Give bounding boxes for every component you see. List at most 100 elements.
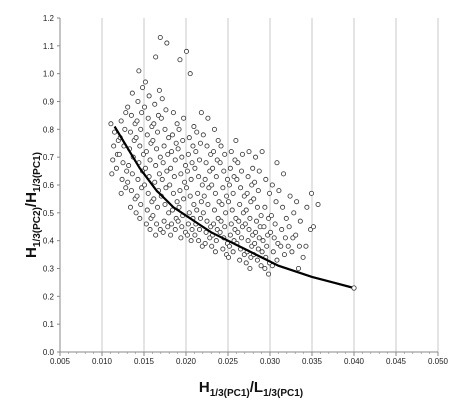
scatter-point — [202, 176, 208, 182]
scatter-point — [139, 110, 145, 116]
scatter-point — [197, 140, 203, 146]
scatter-point — [128, 188, 134, 194]
scatter-point — [290, 235, 296, 241]
scatter-point — [133, 210, 139, 216]
scatter-point — [153, 163, 159, 169]
scatter-point — [209, 182, 215, 188]
x-tick-label: 0.050 — [428, 357, 449, 366]
scatter-point — [239, 151, 245, 157]
scatter-point — [214, 227, 220, 233]
y-tick-label: 0.1 — [43, 320, 55, 329]
scatter-point — [256, 168, 262, 174]
scatter-point — [242, 221, 248, 227]
scatter-point — [206, 185, 212, 191]
scatter-point — [157, 227, 163, 233]
scatter-point — [226, 199, 232, 205]
scatter-point — [243, 207, 249, 213]
scatter-point — [167, 182, 173, 188]
scatter-point — [223, 210, 229, 216]
scatter-point — [166, 135, 172, 141]
scatter-point — [143, 221, 149, 227]
scatter-point — [208, 224, 214, 230]
scatter-point — [165, 151, 171, 157]
scatter-point — [254, 204, 260, 210]
scatter-point — [151, 121, 157, 127]
scatter-point — [138, 201, 144, 207]
scatter-point — [241, 252, 247, 258]
scatter-point — [205, 201, 211, 207]
scatter-point — [169, 221, 175, 227]
scatter-point — [210, 165, 216, 171]
y-axis-title: H1/3(PC2)/H1/3(PC1) — [23, 152, 43, 258]
scatter-point — [263, 176, 269, 182]
scatter-point — [200, 210, 206, 216]
scatter-point — [189, 227, 195, 233]
scatter-point — [176, 126, 182, 132]
scatter-point — [262, 265, 268, 271]
scatter-point — [169, 207, 175, 213]
scatter-point — [165, 224, 171, 230]
scatter-point — [108, 121, 114, 127]
scatter-point — [269, 182, 275, 188]
scatter-point — [170, 110, 176, 116]
scatter-point — [140, 151, 146, 157]
scatter-point — [248, 199, 254, 205]
scatter-point — [275, 240, 281, 246]
scatter-point — [174, 121, 180, 127]
scatter-point — [280, 204, 286, 210]
scatter-point — [215, 215, 221, 221]
scatter-point — [308, 190, 314, 196]
scatter-point — [153, 54, 159, 60]
scatter-point — [300, 254, 306, 260]
scatter-point — [144, 207, 150, 213]
scatter-point — [216, 199, 222, 205]
scatter-point — [264, 243, 270, 249]
scatter-point — [254, 257, 260, 263]
scatter-point — [156, 171, 162, 177]
scatter-point — [171, 174, 177, 180]
scatter-point — [286, 224, 292, 230]
scatter-point — [150, 137, 156, 143]
scatter-point — [294, 199, 300, 205]
scatter-point — [228, 149, 234, 155]
scatter-point — [208, 151, 214, 157]
scatter-point — [156, 87, 162, 93]
scatter-point — [182, 163, 188, 169]
scatter-point — [113, 165, 119, 171]
y-tick-label: 0.4 — [43, 237, 55, 246]
scatter-point — [168, 165, 174, 171]
x-axis-title: H1/3(PC1)/L1/3(PC1) — [199, 379, 303, 399]
scatter-point — [259, 249, 265, 255]
scatter-point — [276, 188, 282, 194]
scatter-point — [161, 143, 167, 149]
scatter-point — [260, 238, 266, 244]
scatter-point — [252, 240, 258, 246]
scatter-point — [219, 201, 225, 207]
scatter-point — [146, 93, 152, 99]
scatter-point — [191, 201, 197, 207]
scatter-point — [315, 201, 321, 207]
scatter-point — [226, 254, 232, 260]
scatter-point — [199, 243, 205, 249]
scatter-point — [296, 243, 302, 249]
scatter-point — [258, 263, 264, 269]
x-tick-label: 0.035 — [302, 357, 323, 366]
scatter-point — [297, 218, 303, 224]
scatter-point — [256, 235, 262, 241]
x-tick-label: 0.040 — [344, 357, 365, 366]
scatter-point — [185, 221, 191, 227]
scatter-point — [152, 179, 158, 185]
scatter-point — [261, 224, 267, 230]
scatter-point — [217, 229, 223, 235]
scatter-point — [230, 190, 236, 196]
x-tick-label: 0.045 — [386, 357, 407, 366]
scatter-point — [142, 182, 148, 188]
scatter-point — [190, 143, 196, 149]
scatter-point — [230, 249, 236, 255]
scatter-point — [178, 171, 184, 177]
scatter-point — [179, 224, 185, 230]
scatter-point — [138, 126, 144, 132]
scatter-point — [140, 85, 146, 91]
scatter-point — [204, 143, 210, 149]
y-tick-label: 0.0 — [43, 348, 55, 357]
